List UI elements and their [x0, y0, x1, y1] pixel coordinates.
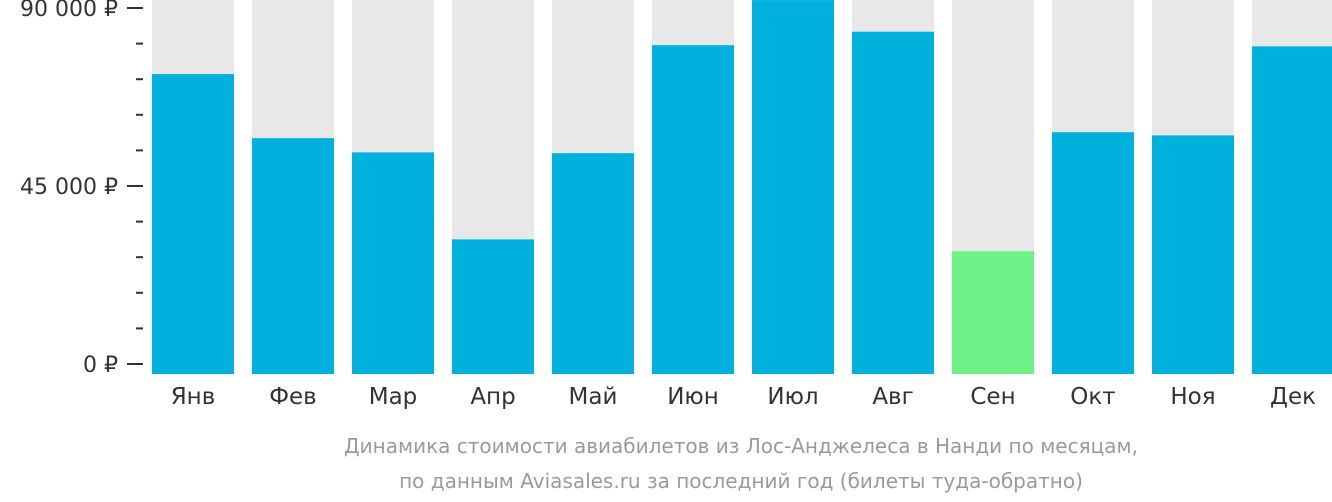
- y-axis: 0 ₽ 45 000 ₽ 90 000 ₽: [20, 0, 143, 378]
- bar-2[interactable]: [252, 138, 334, 374]
- x-tick-label: Июн: [667, 384, 719, 410]
- caption-line-2: по данным Aviasales.ru за последний год …: [399, 469, 1083, 493]
- x-tick-label: Май: [569, 384, 618, 410]
- bars: [152, 0, 1332, 375]
- x-tick-label: Мар: [369, 384, 418, 410]
- x-tick-label: Фев: [269, 384, 317, 410]
- x-tick-label: Янв: [171, 384, 216, 410]
- x-tick-label: Апр: [470, 384, 515, 410]
- bar-3[interactable]: [352, 152, 434, 374]
- bar-11[interactable]: [1152, 135, 1234, 374]
- bar-9[interactable]: [952, 251, 1034, 374]
- y-tick-label: 0 ₽: [83, 353, 118, 378]
- x-axis-labels: Янв Фев Мар Апр Май Июн Июл Авг Сен Окт Ноя Дек: [171, 384, 1316, 410]
- y-tick-label: 90 000 ₽: [20, 0, 118, 22]
- y-tick-label: 45 000 ₽: [20, 175, 118, 200]
- x-tick-label: Дек: [1270, 384, 1316, 410]
- bar-1[interactable]: [152, 74, 234, 375]
- x-tick-label: Сен: [970, 384, 1015, 410]
- x-tick-label: Июл: [767, 384, 818, 410]
- bar-10[interactable]: [1052, 132, 1134, 374]
- bar-7[interactable]: [752, 0, 834, 374]
- bar-5[interactable]: [552, 153, 634, 374]
- bar-8[interactable]: [852, 31, 934, 374]
- bar-4[interactable]: [452, 239, 534, 374]
- caption-line-1: Динамика стоимости авиабилетов из Лос-Ан…: [344, 434, 1138, 458]
- x-tick-label: Авг: [872, 384, 913, 410]
- bar-12[interactable]: [1252, 46, 1332, 374]
- x-tick-label: Окт: [1070, 384, 1115, 410]
- x-tick-label: Ноя: [1170, 384, 1215, 410]
- bar-6[interactable]: [652, 45, 734, 374]
